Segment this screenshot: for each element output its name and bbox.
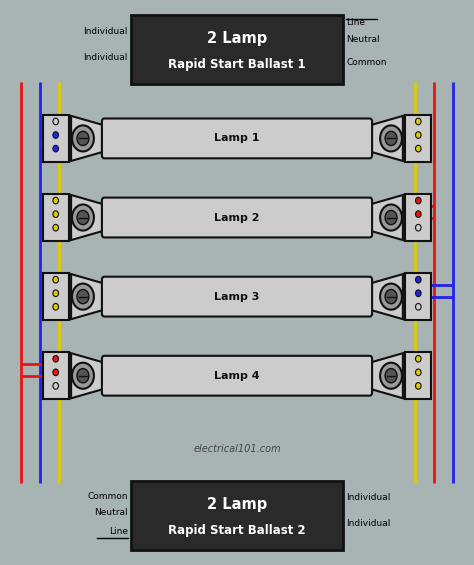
Text: Line: Line: [109, 527, 128, 536]
Circle shape: [385, 210, 397, 225]
Polygon shape: [71, 353, 104, 398]
Polygon shape: [370, 116, 403, 161]
Circle shape: [416, 132, 421, 138]
Text: Individual: Individual: [83, 53, 128, 62]
Circle shape: [416, 369, 421, 376]
Text: Individual: Individual: [346, 493, 391, 502]
Circle shape: [385, 289, 397, 304]
Circle shape: [77, 289, 89, 304]
FancyBboxPatch shape: [131, 481, 343, 550]
Circle shape: [416, 383, 421, 389]
Circle shape: [416, 355, 421, 362]
Circle shape: [380, 125, 402, 151]
Circle shape: [53, 276, 58, 283]
Circle shape: [416, 224, 421, 231]
Circle shape: [77, 210, 89, 225]
Polygon shape: [71, 195, 104, 240]
Text: Lamp 1: Lamp 1: [214, 133, 260, 144]
Circle shape: [53, 303, 58, 310]
Polygon shape: [370, 274, 403, 319]
Text: Lamp 4: Lamp 4: [214, 371, 260, 381]
Text: Rapid Start Ballast 1: Rapid Start Ballast 1: [168, 58, 306, 71]
FancyBboxPatch shape: [131, 15, 343, 84]
Bar: [405, 194, 431, 241]
Circle shape: [416, 211, 421, 218]
Circle shape: [53, 145, 58, 152]
Bar: [405, 273, 431, 320]
Bar: [43, 273, 69, 320]
Circle shape: [53, 383, 58, 389]
FancyBboxPatch shape: [102, 356, 372, 395]
Text: Neutral: Neutral: [94, 508, 128, 517]
Circle shape: [72, 125, 94, 151]
Circle shape: [380, 363, 402, 389]
Circle shape: [53, 355, 58, 362]
Circle shape: [53, 197, 58, 204]
Text: Lamp 2: Lamp 2: [214, 212, 260, 223]
Text: Common: Common: [346, 58, 386, 67]
Circle shape: [53, 290, 58, 297]
Circle shape: [416, 276, 421, 283]
Circle shape: [72, 363, 94, 389]
FancyBboxPatch shape: [102, 119, 372, 158]
Circle shape: [72, 284, 94, 310]
Circle shape: [380, 205, 402, 231]
Circle shape: [416, 290, 421, 297]
Bar: [43, 115, 69, 162]
Circle shape: [72, 205, 94, 231]
Text: Individual: Individual: [346, 519, 391, 528]
Circle shape: [416, 303, 421, 310]
Text: Line: Line: [346, 18, 365, 27]
Circle shape: [416, 118, 421, 125]
Text: electrical101.com: electrical101.com: [193, 444, 281, 454]
Text: Rapid Start Ballast 2: Rapid Start Ballast 2: [168, 524, 306, 537]
FancyBboxPatch shape: [102, 277, 372, 316]
Circle shape: [77, 368, 89, 383]
Text: 2 Lamp: 2 Lamp: [207, 31, 267, 46]
Bar: [405, 352, 431, 399]
Circle shape: [53, 132, 58, 138]
Text: 2 Lamp: 2 Lamp: [207, 497, 267, 512]
Text: Neutral: Neutral: [346, 35, 380, 44]
Circle shape: [77, 131, 89, 146]
Circle shape: [416, 197, 421, 204]
Circle shape: [385, 368, 397, 383]
Polygon shape: [71, 116, 104, 161]
Circle shape: [53, 224, 58, 231]
Circle shape: [385, 131, 397, 146]
Text: Lamp 3: Lamp 3: [214, 292, 260, 302]
Polygon shape: [71, 274, 104, 319]
Bar: [405, 115, 431, 162]
Text: Individual: Individual: [83, 27, 128, 36]
Circle shape: [380, 284, 402, 310]
Polygon shape: [370, 195, 403, 240]
Bar: [43, 352, 69, 399]
Bar: [43, 194, 69, 241]
FancyBboxPatch shape: [102, 198, 372, 237]
Text: Common: Common: [88, 492, 128, 501]
Circle shape: [53, 118, 58, 125]
Circle shape: [416, 145, 421, 152]
Polygon shape: [370, 353, 403, 398]
Circle shape: [53, 369, 58, 376]
Circle shape: [53, 211, 58, 218]
